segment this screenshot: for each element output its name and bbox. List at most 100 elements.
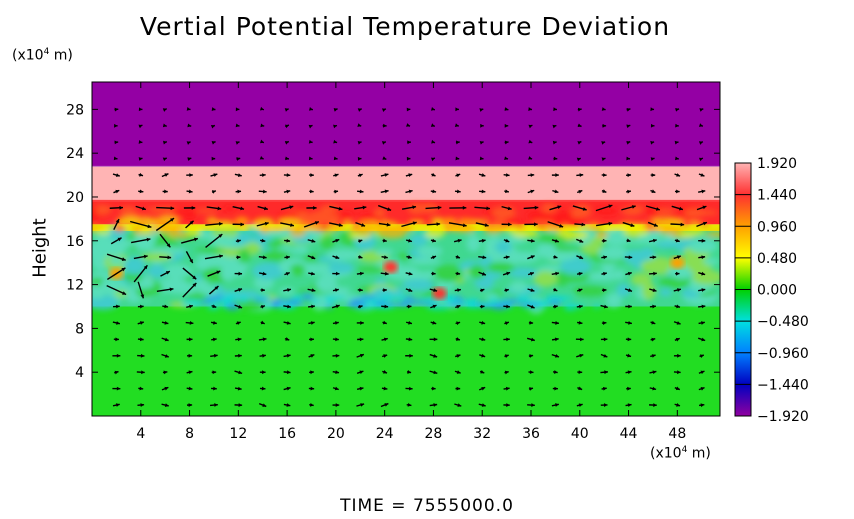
wind-arrow-head: [482, 255, 487, 260]
wind-arrow-head: [262, 353, 266, 358]
wind-arrow: [113, 304, 120, 309]
wind-arrow: [626, 189, 632, 194]
wind-arrow: [235, 239, 241, 243]
wind-arrow-head: [506, 271, 511, 276]
wind-arrow: [430, 189, 437, 194]
wind-arrow-head: [262, 403, 267, 407]
wind-arrow-head: [555, 354, 559, 358]
wind-arrow-head: [652, 288, 657, 292]
texture-blob: [320, 204, 339, 213]
wind-arrow: [601, 255, 608, 260]
wind-arrow: [674, 403, 681, 407]
wind-arrow-head: [601, 141, 606, 145]
wind-arrow-head: [116, 321, 120, 325]
hotspot-3: [670, 256, 685, 269]
wind-arrow-head: [359, 370, 364, 375]
wind-arrow-head: [456, 173, 461, 178]
wind-arrow: [478, 173, 486, 177]
wind-arrow: [454, 123, 459, 127]
y-tick-label: 24: [66, 146, 84, 162]
wind-arrow: [650, 123, 655, 128]
texture-blob: [659, 288, 672, 297]
wind-arrow: [208, 285, 219, 295]
wind-arrow: [649, 304, 657, 309]
wind-arrow-head: [480, 369, 485, 374]
wind-arrow-head: [456, 337, 460, 341]
wind-arrow: [625, 304, 632, 309]
wind-arrow-head: [577, 141, 582, 145]
wind-arrow: [577, 123, 582, 128]
wind-arrow-head: [528, 107, 533, 111]
texture-blob: [270, 298, 285, 305]
wind-arrow-head: [603, 337, 608, 342]
wind-arrow-head: [333, 156, 338, 161]
wind-arrow-head: [264, 221, 269, 226]
wind-arrow: [186, 304, 194, 309]
wind-arrow-head: [214, 286, 219, 290]
y-tick-label: 8: [75, 321, 84, 337]
texture-blob: [206, 295, 225, 300]
wind-arrow: [430, 123, 436, 127]
wind-arrow-head: [626, 238, 631, 243]
wind-arrow-head: [213, 320, 217, 325]
wind-arrow-head: [456, 304, 461, 309]
wind-arrow-head: [433, 370, 438, 375]
wind-arrow-head: [138, 157, 143, 161]
y-tick-label: 16: [66, 234, 84, 250]
texture-blob: [505, 217, 520, 224]
wind-arrow-head: [192, 275, 197, 280]
wind-arrow: [576, 157, 581, 162]
wind-arrow: [455, 156, 460, 161]
wind-arrow-head: [285, 272, 290, 276]
wind-arrow: [479, 108, 484, 112]
wind-arrow: [381, 141, 387, 145]
wind-arrow-head: [260, 123, 265, 128]
wind-arrow: [309, 370, 314, 375]
wind-arrow-head: [238, 271, 243, 276]
wind-arrow: [114, 370, 119, 375]
wind-arrow: [210, 124, 216, 129]
wind-arrow-head: [188, 337, 193, 342]
wind-arrow: [503, 173, 510, 177]
wind-arrow: [358, 239, 363, 244]
wind-arrow-head: [114, 370, 119, 375]
wind-arrow-head: [191, 205, 196, 210]
wind-arrow: [380, 189, 389, 194]
texture-blob: [92, 294, 119, 311]
wind-arrow-head: [579, 173, 584, 177]
wind-arrow-head: [335, 337, 339, 342]
wind-arrow-head: [408, 288, 413, 292]
colorbar-tick-label: −0.480: [757, 314, 809, 330]
wind-arrow-head: [505, 386, 510, 391]
texture-blob: [141, 252, 173, 262]
wind-arrow: [406, 402, 412, 407]
wind-arrow-head: [504, 156, 509, 161]
wind-arrow-head: [238, 304, 243, 309]
wind-arrow-head: [506, 304, 510, 309]
texture-blob: [486, 261, 516, 273]
wind-arrow-head: [627, 271, 632, 276]
wind-arrow-head: [554, 238, 559, 243]
wind-arrow: [576, 271, 583, 276]
wind-arrow-head: [626, 124, 631, 129]
wind-arrow: [283, 321, 291, 325]
wind-arrow: [236, 255, 241, 260]
wind-arrow-head: [554, 386, 558, 391]
wind-arrow-head: [505, 238, 510, 243]
wind-arrow: [162, 108, 168, 112]
wind-arrow: [601, 321, 607, 325]
wind-arrow: [429, 288, 438, 292]
wind-arrow: [576, 403, 583, 408]
wind-arrow: [674, 189, 680, 194]
texture-blob: [277, 218, 301, 227]
wind-arrow: [234, 173, 242, 177]
wind-arrow: [478, 403, 486, 407]
y-tick-label: 20: [66, 190, 84, 206]
wind-arrow-head: [166, 243, 171, 248]
texture-blob: [587, 222, 601, 230]
texture-blob: [356, 228, 374, 236]
wind-arrow-head: [650, 107, 655, 112]
texture-blob: [468, 264, 486, 280]
wind-arrow-head: [170, 218, 175, 222]
wind-arrow: [405, 238, 413, 243]
